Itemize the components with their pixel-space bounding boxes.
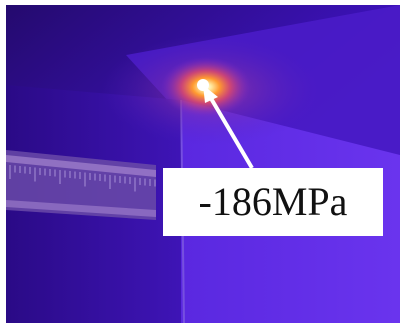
thermal-scene [6,5,400,323]
ruler-ticks [9,165,156,192]
ruler [6,150,156,220]
pointer-arrow [203,85,254,170]
thermal-image: -186MPa [6,5,400,323]
stress-value-label: -186MPa [163,168,383,236]
